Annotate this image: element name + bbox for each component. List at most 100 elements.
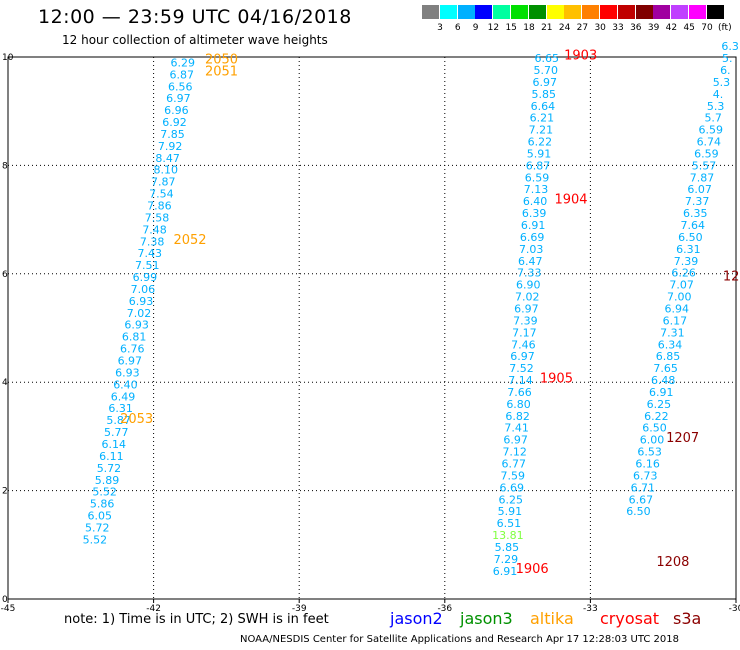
- wave-height-value: 6.59: [525, 171, 550, 184]
- wave-height-value: 6.85: [656, 350, 681, 363]
- wave-height-value: 6.00: [640, 434, 665, 447]
- color-swatch: [689, 5, 706, 19]
- y-tick-label: 8: [2, 161, 8, 171]
- y-tick-label: 0: [2, 595, 8, 605]
- legend-altika: altika: [530, 609, 574, 628]
- color-scale-label: 24: [558, 23, 571, 33]
- wave-height-value: 6.69: [500, 481, 525, 494]
- wave-height-value: 7.43: [137, 247, 162, 260]
- legend-jason3: jason3: [460, 609, 513, 628]
- wave-height-value: 6.73: [633, 469, 658, 482]
- wave-height-value: 6.49: [111, 390, 136, 403]
- wave-height-value: 6.25: [499, 493, 524, 506]
- wave-height-value: 6.90: [516, 279, 541, 292]
- color-swatch: [671, 5, 689, 19]
- wave-height-value: 7.85: [160, 128, 185, 141]
- x-tick-label: -42: [146, 604, 161, 614]
- wave-height-value: 5.85: [495, 541, 520, 554]
- wave-height-value: 5.3: [713, 76, 731, 89]
- wave-height-value: 7.02: [515, 291, 540, 304]
- x-tick-label: -39: [292, 604, 307, 614]
- wave-height-value: 7.39: [513, 314, 538, 327]
- color-swatch: [546, 5, 564, 19]
- x-tick-label: -30: [729, 604, 740, 614]
- wave-height-value: 6.67: [629, 493, 654, 506]
- wave-height-value: 6.81: [122, 331, 147, 344]
- y-tick-label: 6: [2, 270, 8, 280]
- wave-height-value: 5.52: [92, 486, 117, 499]
- time-label: 12: [723, 270, 740, 285]
- wave-height-value: 7.31: [660, 326, 685, 339]
- time-label: 2050: [205, 53, 238, 68]
- wave-height-value: 6.64: [531, 100, 556, 113]
- wave-height-value: 5.7: [704, 112, 722, 125]
- wave-height-value: 5.89: [95, 474, 120, 487]
- color-scale-label: 27: [576, 23, 589, 33]
- wave-height-value: 7.59: [500, 469, 525, 482]
- wave-height-value: 6.97: [166, 92, 191, 105]
- wave-height-value: 7.64: [681, 219, 706, 232]
- wave-height-value: 6.69: [520, 231, 545, 244]
- wave-height-value: 5.91: [498, 505, 523, 518]
- wave-height-value: 6.34: [658, 338, 683, 351]
- wave-height-value: 6.82: [505, 410, 530, 423]
- color-scale-label: 3: [437, 23, 443, 33]
- time-label: 2051: [205, 65, 238, 80]
- color-swatch: [422, 5, 439, 19]
- x-tick-label: -45: [1, 604, 16, 614]
- color-scale-label: 70: [701, 23, 713, 33]
- y-tick-label: 2: [2, 487, 8, 497]
- wave-height-value: 7.14: [508, 374, 533, 387]
- wave-height-value: 7.52: [509, 362, 534, 375]
- legend-jason2: jason2: [390, 609, 443, 628]
- wave-height-value: 7.02: [127, 307, 152, 320]
- wave-height-value: 6.07: [687, 183, 712, 196]
- wave-height-value: 6.92: [162, 116, 187, 129]
- wave-height-value: 6.50: [626, 505, 651, 518]
- x-tick-label: -33: [583, 604, 598, 614]
- wave-height-value: 7.48: [142, 223, 167, 236]
- wave-height-value: 5.77: [104, 426, 129, 439]
- wave-height-value: 5.72: [85, 521, 110, 534]
- wave-height-value: 6.97: [118, 355, 143, 368]
- wave-height-value: 6.50: [678, 231, 703, 244]
- wave-height-value: 5.57: [692, 159, 717, 172]
- wave-height-value: 7.17: [512, 326, 537, 339]
- wave-height-value: 5.52: [83, 533, 108, 546]
- color-scale-label: 39: [647, 23, 660, 33]
- color-swatch: [475, 5, 493, 19]
- wave-height-value: 7.29: [494, 553, 519, 566]
- wave-height-value: 6.93: [124, 319, 149, 332]
- wave-height-value: 6.71: [631, 481, 656, 494]
- wave-height-value: 6.05: [87, 510, 112, 523]
- wave-height-value: 7.86: [147, 200, 172, 213]
- chart-title: 12:00 — 23:59 UTC 04/16/2018: [38, 6, 352, 28]
- color-scale-label: 6: [454, 23, 461, 33]
- wave-height-value: 5.87: [106, 414, 131, 427]
- color-scale-label: 33: [612, 23, 624, 33]
- wave-height-value: 7.37: [685, 195, 710, 208]
- color-swatch: [635, 5, 653, 19]
- legend-cryosat: cryosat: [600, 609, 660, 628]
- time-label: 1208: [656, 555, 689, 570]
- wave-height-value: 7.58: [145, 211, 170, 224]
- wave-height-value: 6.21: [530, 112, 555, 125]
- wave-height-value: 6.97: [514, 302, 539, 315]
- x-tick-label: -36: [437, 604, 452, 614]
- color-swatch: [493, 5, 511, 19]
- y-tick-label: 10: [2, 53, 14, 63]
- wave-height-value: 6.93: [115, 366, 140, 379]
- wave-height-value: 7.38: [140, 235, 165, 248]
- wave-height-value: 7.66: [507, 386, 532, 399]
- wave-height-value: 6.31: [108, 402, 133, 415]
- wave-height-value: 6.47: [518, 255, 543, 268]
- wave-height-value: 7.87: [690, 171, 715, 184]
- wave-height-value: 7.51: [135, 259, 160, 272]
- units-note: note: 1) Time is in UTC; 2) SWH is in fe…: [64, 612, 329, 627]
- color-swatch: [706, 5, 724, 19]
- color-swatch: [439, 5, 457, 19]
- plot-frame: [7, 56, 737, 600]
- wave-height-value: 6.31: [676, 243, 701, 256]
- color-scale-label: 12: [487, 23, 500, 33]
- wave-height-value: 6.50: [642, 422, 667, 435]
